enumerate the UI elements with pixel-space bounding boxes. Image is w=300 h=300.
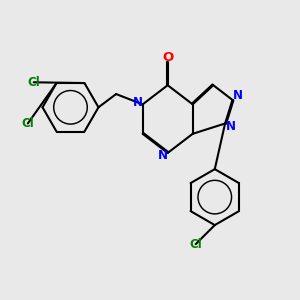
Text: Cl: Cl: [189, 238, 202, 251]
Text: N: N: [226, 120, 236, 133]
Text: O: O: [162, 51, 173, 64]
Text: N: N: [158, 149, 168, 162]
Text: N: N: [133, 96, 143, 110]
Text: Cl: Cl: [27, 76, 40, 89]
Text: Cl: Cl: [21, 117, 34, 130]
Text: N: N: [233, 89, 243, 102]
